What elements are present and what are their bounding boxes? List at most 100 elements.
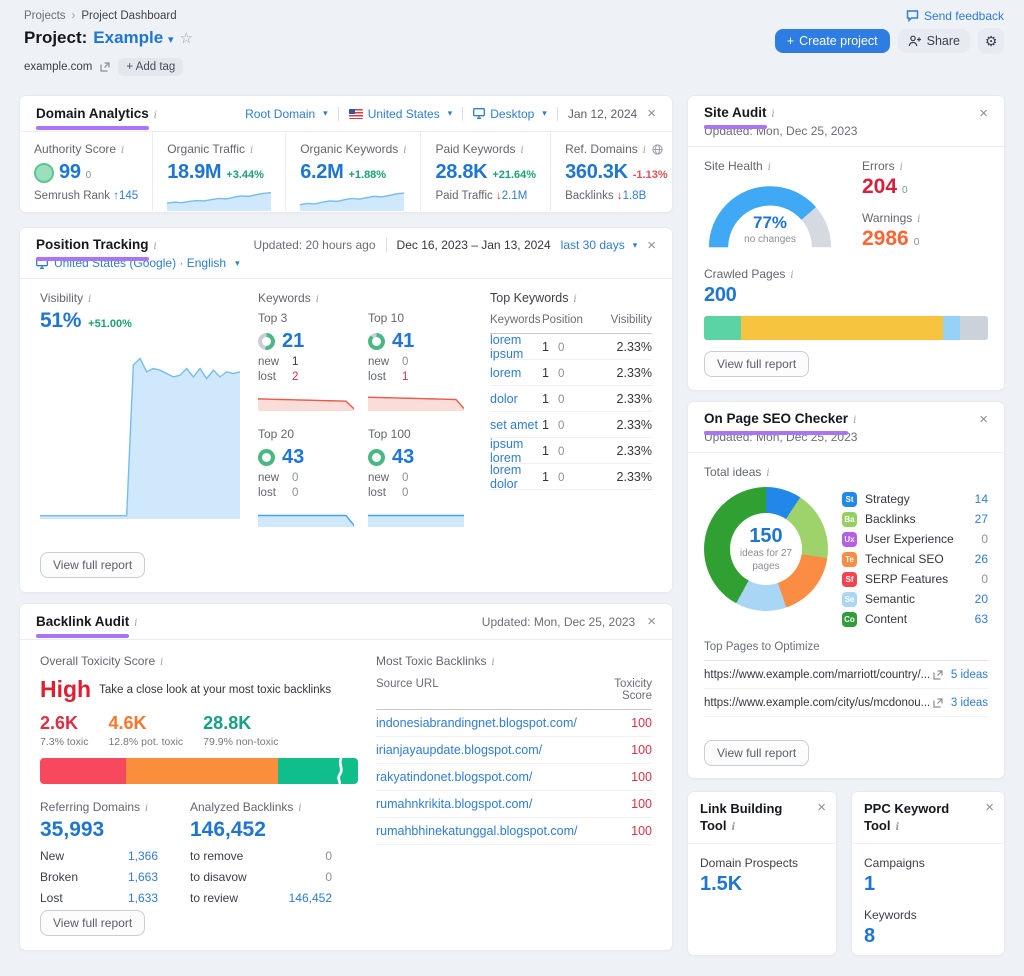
external-link-icon[interactable] xyxy=(933,697,943,708)
keywords-value[interactable]: 8 xyxy=(864,924,876,947)
project-name-dropdown[interactable]: Example ▾ xyxy=(93,28,174,47)
view-full-report-button[interactable]: View full report xyxy=(704,351,810,377)
external-link-icon[interactable] xyxy=(933,669,943,680)
paid-keywords-value[interactable]: 28.8K xyxy=(435,161,488,183)
keyword-link[interactable]: ipsum lorem xyxy=(490,436,524,465)
most-toxic-backlinks-block: Most Toxic Backlinks i Source URL Toxicit… xyxy=(376,654,652,905)
organic-traffic-value[interactable]: 18.9M xyxy=(167,161,222,183)
backlink-url[interactable]: irianjayaupdate.blogspot.com/ xyxy=(376,743,543,757)
ideas-link[interactable]: 3 ideas xyxy=(950,696,988,709)
info-icon[interactable]: i xyxy=(790,270,794,281)
scope-selector[interactable]: Root Domain ▾ xyxy=(245,106,328,121)
content-badge-icon: Co xyxy=(842,611,857,627)
close-icon[interactable]: × xyxy=(647,105,656,122)
country-selector[interactable]: United States ▾ xyxy=(348,107,452,121)
table-row: lorem dolor 1 0 2.33% xyxy=(490,462,652,491)
close-icon[interactable]: × xyxy=(647,236,656,254)
legend-item-content[interactable]: Co Content 63 xyxy=(842,609,988,629)
info-icon[interactable]: i xyxy=(895,821,900,833)
info-icon[interactable]: i xyxy=(153,109,157,121)
breadcrumb-projects[interactable]: Projects xyxy=(24,10,66,22)
backlink-url[interactable]: rumahnkrikita.blogspot.com/ xyxy=(376,797,533,811)
info-icon[interactable]: i xyxy=(731,821,736,833)
chevron-down-icon: ▾ xyxy=(323,108,328,118)
legend-item-strategy[interactable]: St Strategy 14 xyxy=(842,489,988,509)
view-full-report-button[interactable]: View full report xyxy=(40,910,146,936)
backlink-url[interactable]: indonesiabrandingnet.blogspot.com/ xyxy=(376,716,577,730)
legend-item-semantic[interactable]: Se Semantic 20 xyxy=(842,589,988,609)
list-item: https://www.example.com/marriott/country… xyxy=(704,661,988,689)
crawled-pages-value[interactable]: 200 xyxy=(704,284,737,306)
send-feedback-link[interactable]: Send feedback xyxy=(906,9,1004,23)
info-icon[interactable]: i xyxy=(520,145,524,156)
info-icon[interactable]: i xyxy=(767,162,771,173)
add-tag-button[interactable]: + Add tag xyxy=(118,58,184,76)
chevron-down-icon: ▾ xyxy=(235,257,240,268)
view-full-report-button[interactable]: View full report xyxy=(40,552,146,578)
share-button[interactable]: Share xyxy=(897,29,970,53)
list-item: to remove 0 xyxy=(190,849,332,863)
info-icon[interactable]: i xyxy=(145,803,149,814)
info-icon[interactable]: i xyxy=(491,657,495,668)
close-icon[interactable]: × xyxy=(979,104,988,122)
backlink-url[interactable]: rumahbhinekatunggal.blogspot.com/ xyxy=(376,824,578,838)
close-icon[interactable]: × xyxy=(817,799,826,816)
toxic-stat: 2.6K 7.3% toxic xyxy=(40,713,89,748)
top20-sparkline xyxy=(258,505,354,527)
organic-keywords-value[interactable]: 6.2M xyxy=(300,161,344,183)
info-icon[interactable]: i xyxy=(403,145,407,156)
close-icon[interactable]: × xyxy=(985,799,994,816)
analyzed-backlinks-value[interactable]: 146,452 xyxy=(190,818,266,841)
backlink-url[interactable]: rakyatindonet.blogspot.com/ xyxy=(376,770,533,784)
info-icon[interactable]: i xyxy=(121,145,125,156)
warnings-value[interactable]: 2986 xyxy=(862,227,909,250)
info-icon[interactable]: i xyxy=(315,294,319,305)
info-icon[interactable]: i xyxy=(250,145,254,156)
project-domain-link[interactable]: example.com xyxy=(24,61,110,73)
info-icon[interactable]: i xyxy=(899,162,903,173)
keyword-link[interactable]: lorem xyxy=(490,365,522,380)
keyword-link[interactable]: lorem ipsum xyxy=(490,332,524,361)
info-icon[interactable]: i xyxy=(298,803,302,814)
top10-ring-chart xyxy=(368,333,385,350)
info-icon[interactable]: i xyxy=(573,294,577,305)
campaigns-value[interactable]: 1 xyxy=(864,872,876,895)
info-icon[interactable]: i xyxy=(160,657,164,668)
ppc-keyword-title: PPC Keyword Tool i xyxy=(864,801,950,833)
keyword-link[interactable]: set amet xyxy=(490,417,538,432)
visibility-area-chart xyxy=(40,343,240,519)
table-row: irianjayaupdate.blogspot.com/100 xyxy=(376,737,652,764)
referring-domains-value[interactable]: 35,993 xyxy=(40,818,105,841)
info-icon[interactable]: i xyxy=(642,145,646,156)
favorite-star-icon[interactable]: ☆ xyxy=(179,30,193,47)
device-selector[interactable]: Desktop ▾ xyxy=(473,107,547,121)
ref-domains-value[interactable]: 360.3K xyxy=(565,161,628,183)
legend-item-user-experience[interactable]: Ux User Experience 0 xyxy=(842,529,988,549)
settings-button[interactable]: ⚙ xyxy=(978,28,1004,54)
domain-prospects-label: Domain Prospects xyxy=(700,855,799,870)
keyword-link[interactable]: dolor xyxy=(490,391,518,406)
close-icon[interactable]: × xyxy=(647,613,656,630)
errors-value[interactable]: 204 xyxy=(862,175,898,198)
info-icon[interactable]: i xyxy=(917,214,921,225)
range-selector[interactable]: last 30 days ▾ xyxy=(560,238,638,252)
legend-item-technical-seo[interactable]: Te Technical SEO 26 xyxy=(842,549,988,569)
close-icon[interactable]: × xyxy=(979,410,988,428)
domain-prospects-value[interactable]: 1.5K xyxy=(700,872,743,895)
ideas-link[interactable]: 5 ideas xyxy=(950,668,988,681)
info-icon[interactable]: i xyxy=(766,468,770,479)
page-url: https://www.example.com/city/us/mcdonou.… xyxy=(704,697,943,709)
info-icon[interactable]: i xyxy=(771,109,775,120)
info-icon[interactable]: i xyxy=(88,294,92,305)
organic-keywords-metric: Organic Keywords i 6.2M +1.88% xyxy=(285,132,420,211)
table-row: rakyatindonet.blogspot.com/100 xyxy=(376,764,652,791)
list-item: to disavow 0 xyxy=(190,870,332,884)
create-project-button[interactable]: + Create project xyxy=(774,29,890,53)
info-icon[interactable]: i xyxy=(134,617,138,629)
info-icon[interactable]: i xyxy=(853,415,857,426)
view-full-report-button[interactable]: View full report xyxy=(704,740,810,766)
legend-item-serp-features[interactable]: Sf SERP Features 0 xyxy=(842,569,988,589)
keyword-link[interactable]: lorem dolor xyxy=(490,462,522,491)
legend-item-backlinks[interactable]: Ba Backlinks 27 xyxy=(842,509,988,529)
info-icon[interactable]: i xyxy=(153,241,157,252)
